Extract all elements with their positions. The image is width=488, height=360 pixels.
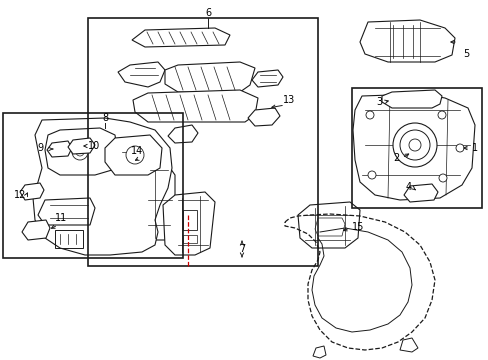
Circle shape xyxy=(438,174,446,182)
Circle shape xyxy=(399,130,429,160)
Polygon shape xyxy=(47,141,72,157)
Polygon shape xyxy=(118,62,164,87)
Polygon shape xyxy=(403,184,437,202)
Polygon shape xyxy=(297,202,359,248)
Bar xyxy=(55,230,83,248)
Polygon shape xyxy=(314,218,345,236)
Bar xyxy=(351,88,481,208)
Polygon shape xyxy=(133,90,258,122)
Polygon shape xyxy=(108,145,142,167)
Text: 2: 2 xyxy=(392,153,398,163)
Circle shape xyxy=(365,111,373,119)
Text: 11: 11 xyxy=(55,213,67,223)
Polygon shape xyxy=(164,62,254,92)
Text: 5: 5 xyxy=(462,49,468,59)
Bar xyxy=(183,235,197,243)
Text: 8: 8 xyxy=(102,113,108,123)
Circle shape xyxy=(126,146,143,164)
Bar xyxy=(183,210,197,230)
Polygon shape xyxy=(132,28,229,47)
Polygon shape xyxy=(381,90,441,108)
Text: 10: 10 xyxy=(88,141,100,151)
Circle shape xyxy=(72,144,88,160)
Polygon shape xyxy=(105,135,162,175)
Polygon shape xyxy=(22,220,50,240)
Bar xyxy=(88,18,317,266)
Polygon shape xyxy=(45,128,118,175)
Circle shape xyxy=(76,148,84,156)
Text: 6: 6 xyxy=(204,8,211,18)
Polygon shape xyxy=(163,192,215,255)
Circle shape xyxy=(455,144,463,152)
Text: 3: 3 xyxy=(375,97,381,107)
Polygon shape xyxy=(312,346,325,358)
Polygon shape xyxy=(38,198,95,225)
Circle shape xyxy=(392,123,436,167)
Polygon shape xyxy=(359,20,454,62)
Polygon shape xyxy=(399,338,417,352)
Circle shape xyxy=(408,139,420,151)
Polygon shape xyxy=(33,118,172,255)
Text: 9: 9 xyxy=(37,143,43,153)
Text: 14: 14 xyxy=(131,146,143,156)
Text: 12: 12 xyxy=(14,190,26,200)
Polygon shape xyxy=(168,125,198,143)
Circle shape xyxy=(367,171,375,179)
Polygon shape xyxy=(247,108,280,126)
Polygon shape xyxy=(352,94,474,200)
Text: 15: 15 xyxy=(351,222,364,232)
Text: 1: 1 xyxy=(471,143,477,153)
Polygon shape xyxy=(68,138,95,154)
Polygon shape xyxy=(251,70,283,87)
Circle shape xyxy=(437,111,445,119)
Text: 13: 13 xyxy=(283,95,295,105)
Text: 4: 4 xyxy=(405,182,411,192)
Polygon shape xyxy=(135,165,175,240)
Bar xyxy=(3,113,183,258)
Polygon shape xyxy=(20,183,44,200)
Text: 7: 7 xyxy=(238,244,244,254)
